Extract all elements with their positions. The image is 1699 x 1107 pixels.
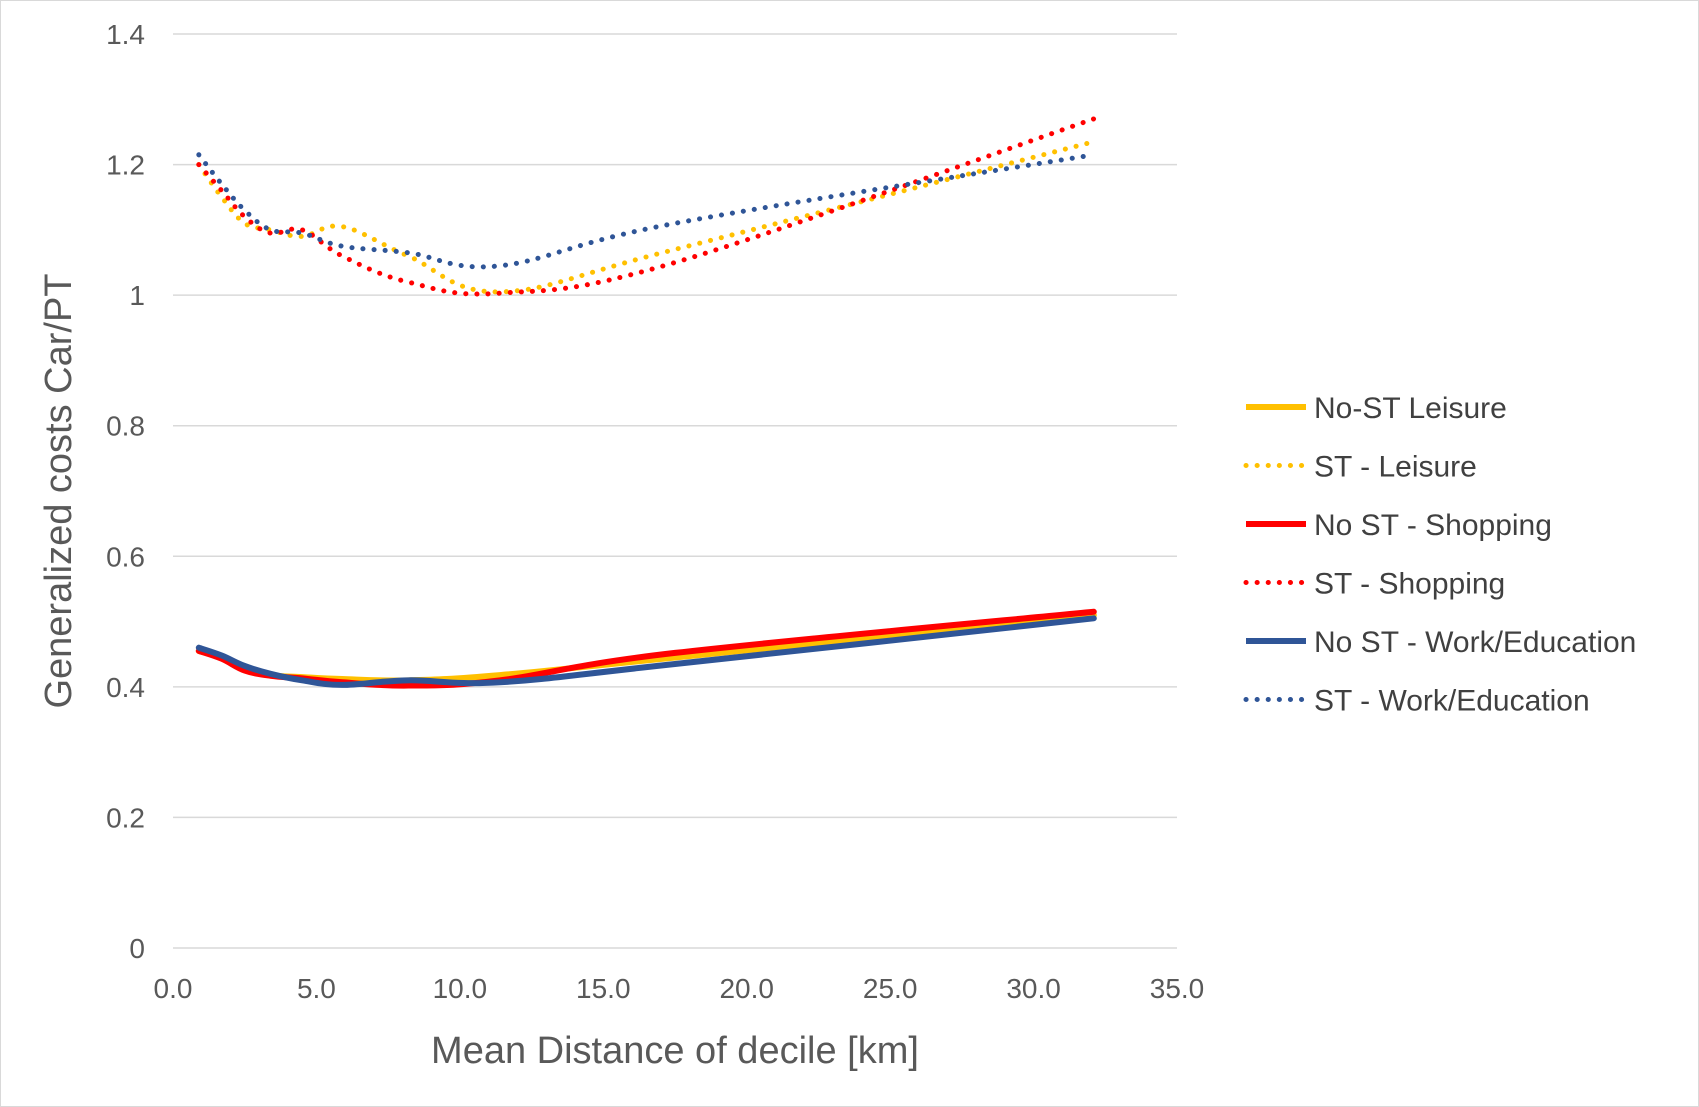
- legend-label: No-ST Leisure: [1314, 392, 1507, 425]
- legend-label: ST - Shopping: [1314, 568, 1505, 601]
- legend-label: No ST - Shopping: [1314, 509, 1552, 542]
- x-axis-title: Mean Distance of decile [km]: [431, 1030, 919, 1072]
- x-tick-label: 20.0: [719, 973, 774, 1004]
- legend-label: ST - Leisure: [1314, 451, 1477, 484]
- series-line-3: [196, 116, 1097, 297]
- legend-label: No ST - Work/Education: [1314, 626, 1636, 659]
- y-tick-label: 0.6: [106, 541, 145, 572]
- x-tick-label: 15.0: [576, 973, 631, 1004]
- x-axis-ticks: 0.0 5.0 10.0 15.0 20.0 25.0 30.0 35.0: [154, 973, 1205, 1004]
- x-tick-label: 0.0: [154, 973, 193, 1004]
- y-tick-label: 1: [129, 280, 145, 311]
- y-tick-label: 1.2: [106, 150, 145, 181]
- x-tick-label: 25.0: [863, 973, 918, 1004]
- series-line-5: [196, 152, 1097, 270]
- series-line-2: [195, 608, 1097, 689]
- y-tick-label: 0.4: [106, 672, 145, 703]
- y-axis-ticks: 0 0.2 0.4 0.6 0.8 1 1.2 1.4: [106, 19, 145, 964]
- y-axis-title: Generalized costs Car/PT: [38, 273, 80, 708]
- legend-label: ST - Work/Education: [1314, 685, 1590, 718]
- y-tick-label: 1.4: [106, 19, 145, 50]
- series-lines: [195, 116, 1097, 689]
- x-tick-label: 35.0: [1150, 973, 1205, 1004]
- x-tick-label: 5.0: [297, 973, 336, 1004]
- x-tick-label: 10.0: [433, 973, 488, 1004]
- x-tick-label: 30.0: [1006, 973, 1061, 1004]
- y-tick-label: 0.8: [106, 411, 145, 442]
- legend: No-ST Leisure ST - Leisure No ST - Shoppin…: [1243, 392, 1636, 718]
- y-tick-label: 0.2: [106, 802, 145, 833]
- gridlines: [173, 33, 1177, 949]
- y-tick-label: 0: [129, 933, 145, 964]
- series-line-1: [196, 139, 1097, 295]
- series-line-4: [195, 615, 1097, 688]
